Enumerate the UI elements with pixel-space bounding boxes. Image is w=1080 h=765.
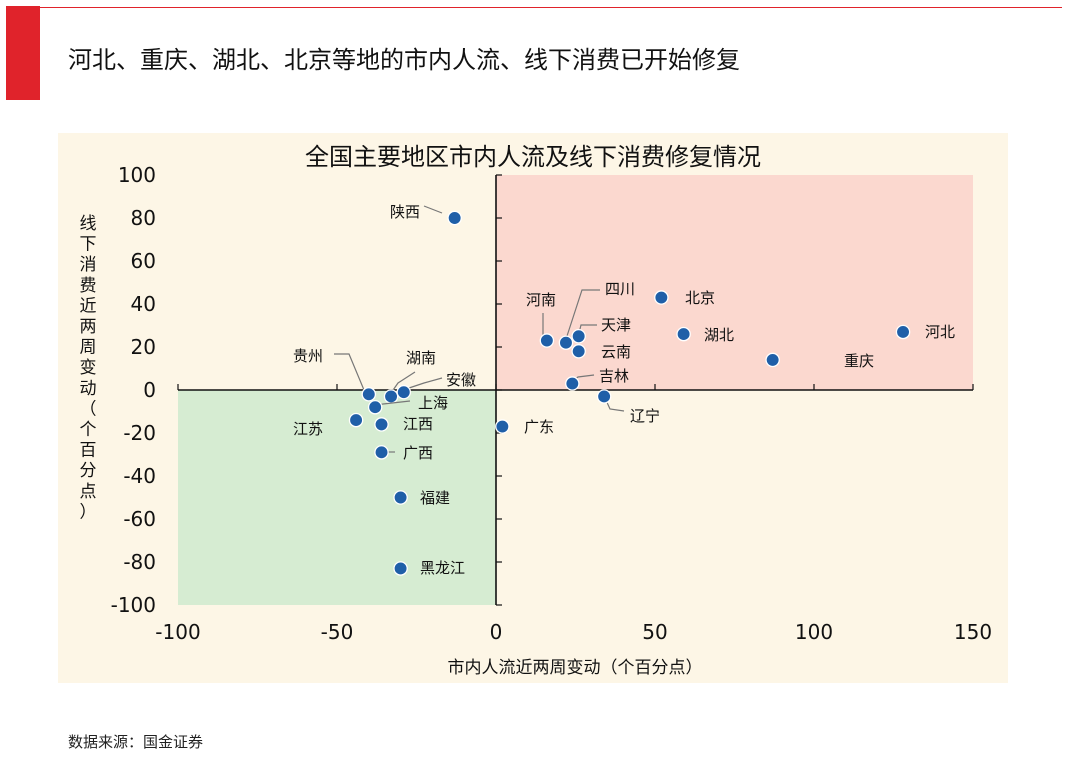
y-tick-label: 80 [131, 206, 156, 230]
data-point [765, 352, 780, 368]
data-point [495, 419, 510, 434]
data-point [571, 344, 586, 359]
data-point [571, 328, 586, 344]
point-label: 重庆 [844, 352, 874, 370]
data-point [396, 384, 412, 400]
data-point [654, 290, 669, 305]
data-point [393, 490, 408, 505]
leader-line [566, 289, 600, 337]
data-point [361, 387, 377, 402]
point-label: 湖南 [406, 349, 436, 367]
data-point [374, 417, 389, 432]
x-tick-label: -100 [155, 620, 200, 644]
x-tick-label: 100 [795, 620, 833, 644]
data-point [374, 445, 389, 460]
point-label: 福建 [420, 489, 450, 507]
y-tick-label: -40 [123, 464, 156, 488]
y-tick-label: 40 [131, 292, 156, 316]
point-label: 江苏 [293, 420, 323, 438]
y-tick-label: -60 [123, 507, 156, 531]
data-point [367, 399, 383, 415]
point-label: 天津 [601, 316, 631, 334]
y-tick-label: 60 [131, 249, 156, 273]
data-point [447, 210, 462, 226]
x-tick-label: 150 [954, 620, 992, 644]
y-axis-label: 线下消费近两周变动（个百分点） [80, 214, 97, 522]
leader-line [423, 205, 443, 214]
point-label: 广西 [403, 444, 433, 462]
x-tick-label: 50 [642, 620, 667, 644]
data-point [596, 389, 612, 404]
point-label: 安徽 [446, 371, 476, 389]
point-label: 陕西 [390, 203, 420, 221]
point-label: 北京 [685, 289, 715, 307]
point-label: 河北 [925, 323, 955, 341]
y-tick-label: -20 [123, 421, 156, 445]
y-tick-label: 20 [131, 335, 156, 359]
data-point [348, 412, 364, 428]
data-point [676, 326, 691, 342]
point-label: 四川 [605, 280, 635, 298]
source-note: 数据来源：国金证券 [68, 733, 204, 751]
leader-line [402, 377, 443, 391]
leader-line [334, 353, 365, 391]
y-tick-label: 100 [118, 163, 156, 187]
y-tick-label: -100 [111, 593, 156, 617]
point-label: 河南 [526, 291, 556, 309]
point-label: 广东 [524, 418, 554, 436]
x-tick-label: -50 [321, 620, 354, 644]
y-tick-label: -80 [123, 550, 156, 574]
chart-svg: 全国主要地区市内人流及线下消费修复情况 -100 -50 0 50 100 150 -100 -… [58, 133, 1008, 683]
point-label: 贵州 [293, 347, 323, 365]
point-label: 湖北 [704, 326, 734, 344]
chart-title: 全国主要地区市内人流及线下消费修复情况 [305, 143, 761, 171]
y-tick-label: 0 [143, 378, 156, 402]
data-point [393, 561, 408, 576]
data-point [565, 376, 580, 391]
page-title: 河北、重庆、湖北、北京等地的市内人流、线下消费已开始修复 [68, 46, 740, 74]
accent-bar [6, 6, 40, 100]
point-label: 云南 [601, 343, 631, 361]
quadrant-negative [178, 390, 496, 605]
x-tick-label: 0 [490, 620, 503, 644]
top-rule [40, 7, 1062, 8]
data-point [558, 335, 574, 350]
data-point [383, 389, 399, 404]
point-label: 黑龙江 [420, 559, 465, 577]
quadrant-positive [496, 175, 973, 390]
point-label: 辽宁 [630, 407, 660, 425]
data-point [539, 333, 555, 348]
scatter-chart: 全国主要地区市内人流及线下消费修复情况 -100 -50 0 50 100 150 -100 -… [58, 133, 1008, 683]
point-label: 上海 [418, 394, 448, 412]
x-axis-label: 市内人流近两周变动（个百分点） [448, 658, 703, 678]
point-label: 江西 [403, 415, 433, 433]
data-point [895, 324, 911, 340]
point-label: 吉林 [599, 367, 629, 385]
